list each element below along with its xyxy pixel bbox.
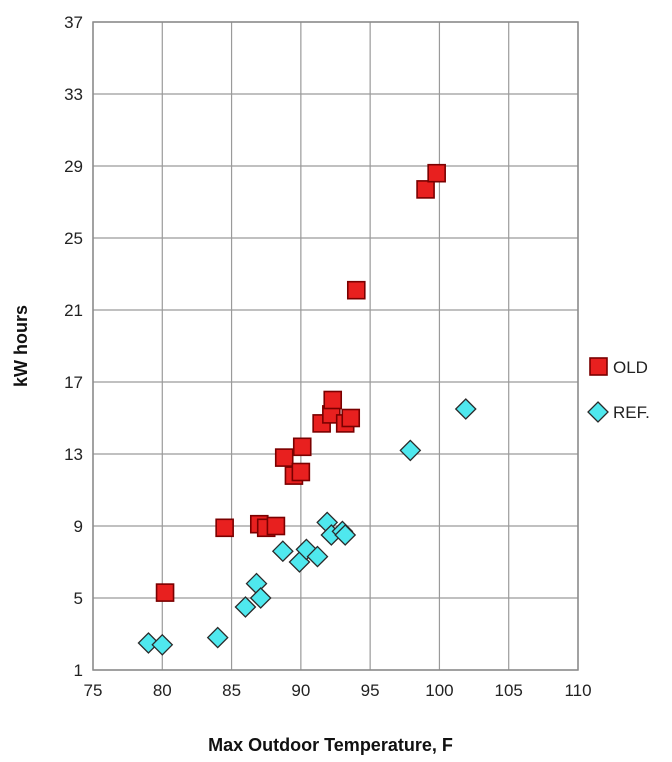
- x-tick-label: 75: [84, 681, 103, 700]
- y-tick-label: 1: [74, 661, 83, 680]
- y-tick-label: 29: [64, 157, 83, 176]
- x-tick-label: 100: [425, 681, 453, 700]
- y-axis-title: kW hours: [11, 305, 31, 387]
- point-ref: [399, 439, 422, 462]
- y-tick-label: 37: [64, 13, 83, 32]
- y-tick-label: 13: [64, 445, 83, 464]
- point-old: [341, 408, 361, 428]
- y-tick-label: 25: [64, 229, 83, 248]
- point-old: [427, 163, 446, 183]
- x-tick-label: 95: [361, 681, 380, 700]
- grid-lines: [92, 21, 579, 671]
- point-old: [266, 516, 286, 536]
- legend-marker-old: [589, 357, 608, 376]
- point-ref: [454, 398, 477, 420]
- legend-label-old: OLD: [613, 358, 648, 377]
- point-ref: [137, 632, 160, 654]
- point-ref: [151, 633, 174, 656]
- x-tick-label: 105: [495, 681, 523, 700]
- plot-border: [92, 21, 579, 671]
- point-old: [274, 448, 294, 467]
- point-old: [291, 462, 311, 482]
- point-ref: [271, 540, 294, 563]
- point-old: [215, 518, 234, 538]
- point-ref: [306, 545, 329, 568]
- x-axis-title: Max Outdoor Temperature, F: [208, 735, 453, 755]
- legend-label-ref: REF.: [613, 403, 650, 422]
- y-tick-label: 9: [74, 517, 83, 536]
- x-tick-label: 110: [564, 681, 591, 700]
- tick-labels: 1 5 9 13 17 21 25 29 33 37 75 80 85 90 95 100 105 110: [64, 13, 591, 700]
- point-old: [416, 180, 435, 199]
- point-old: [292, 437, 312, 457]
- y-tick-label: 21: [64, 301, 83, 320]
- point-ref: [334, 524, 357, 546]
- x-tick-label: 90: [291, 681, 310, 700]
- point-ref: [234, 596, 257, 618]
- point-ref: [249, 587, 272, 609]
- point-ref: [206, 626, 229, 649]
- y-tick-label: 33: [64, 85, 83, 104]
- point-old: [155, 583, 175, 602]
- legend: OLD REF.: [587, 357, 650, 423]
- data-points: [137, 163, 477, 656]
- x-tick-label: 85: [222, 681, 241, 700]
- y-tick-label: 17: [64, 373, 83, 392]
- y-tick-label: 5: [74, 589, 83, 608]
- x-tick-label: 80: [153, 681, 172, 700]
- point-old: [346, 280, 366, 300]
- point-old: [323, 390, 343, 410]
- legend-marker-ref: [587, 401, 609, 423]
